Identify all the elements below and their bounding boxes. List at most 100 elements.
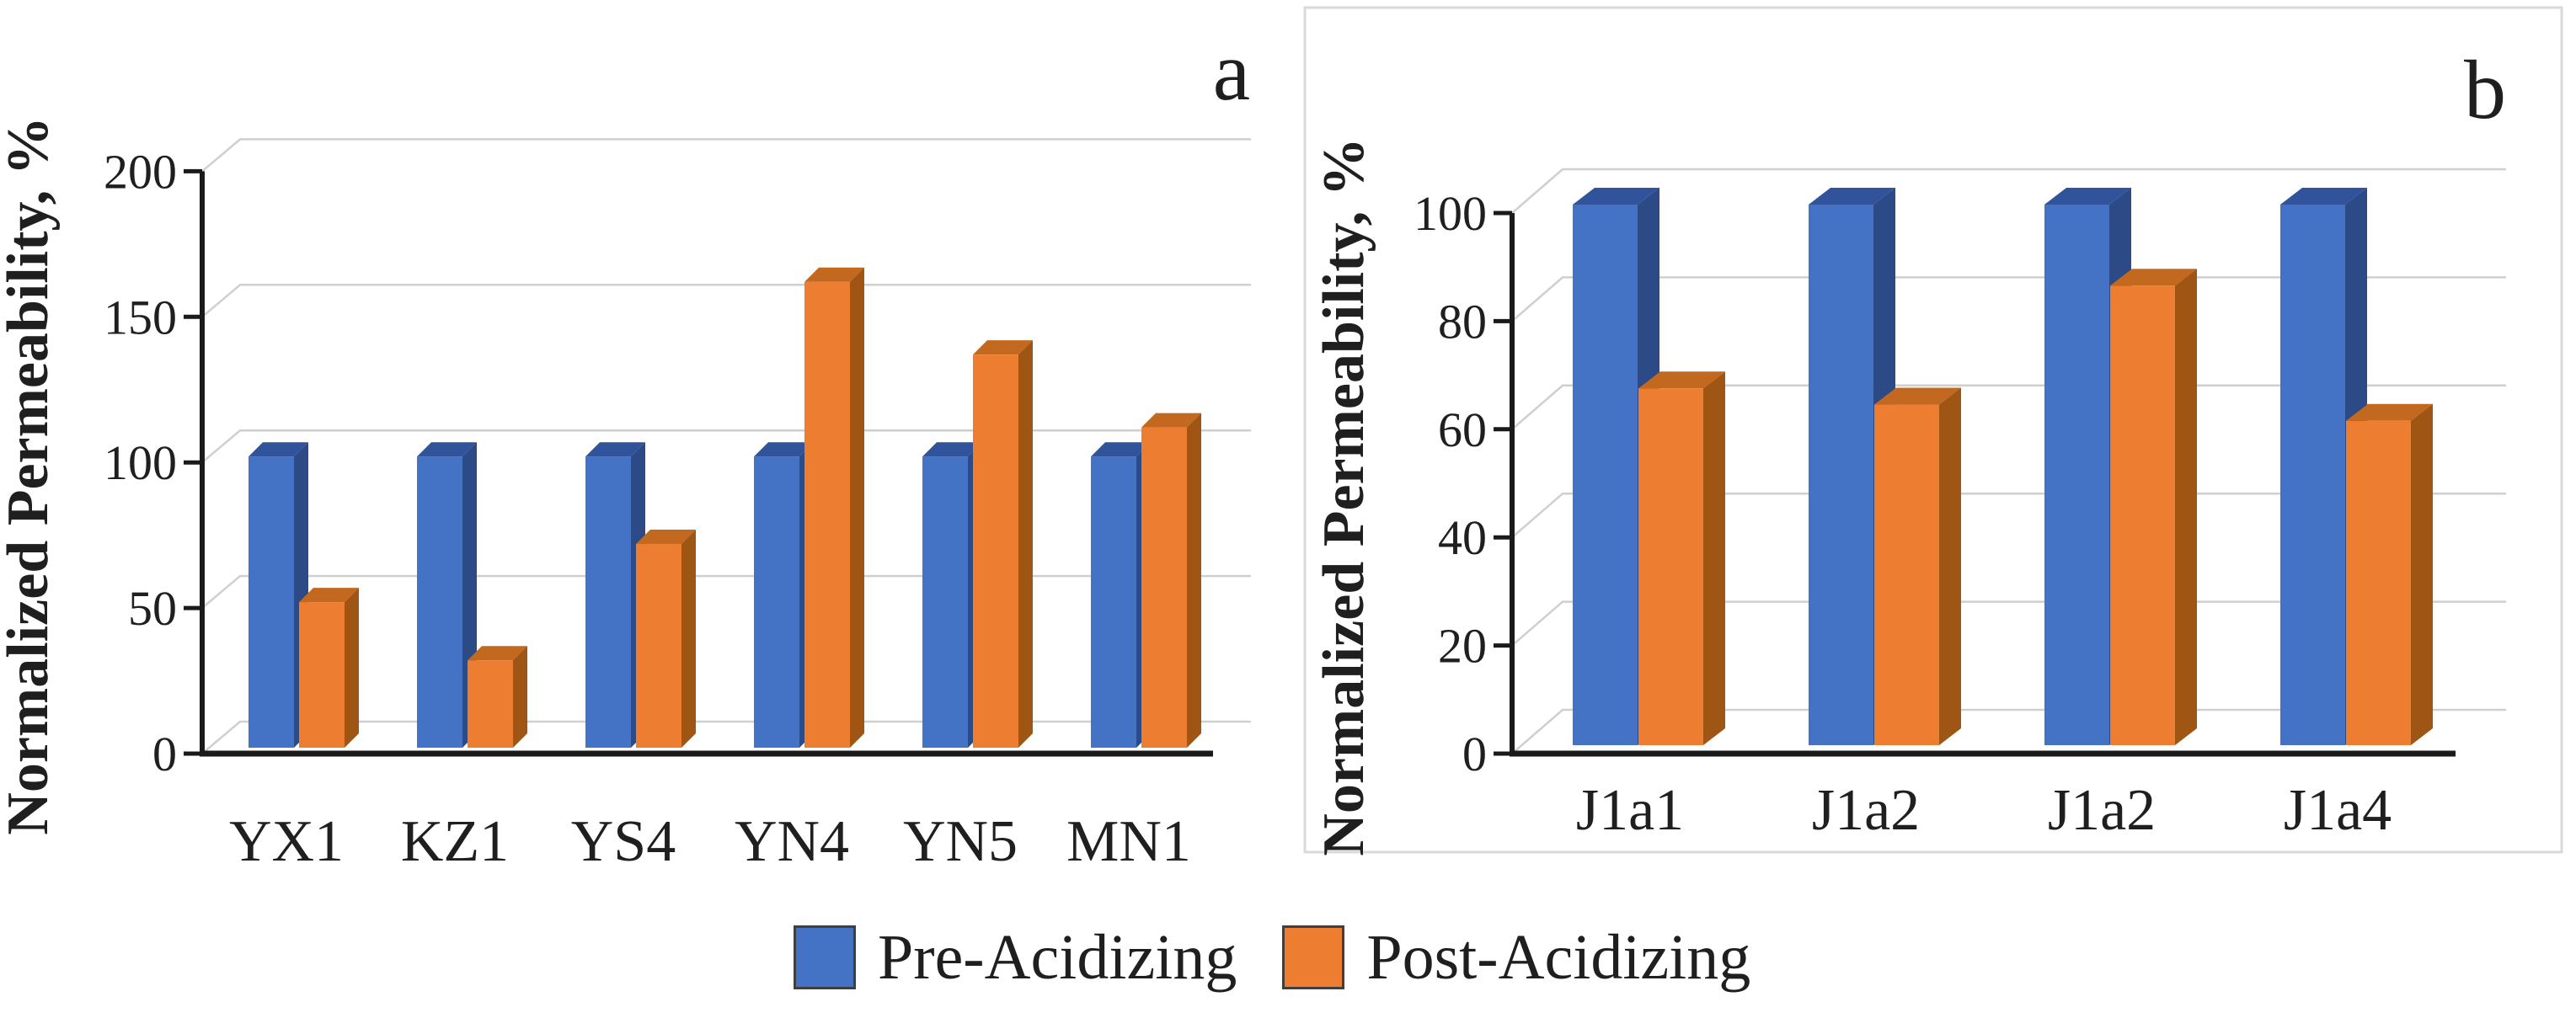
bar-front-face — [754, 456, 799, 748]
bar-top-face — [468, 646, 527, 661]
bar-top-face — [2280, 188, 2367, 205]
bar-side-face — [1939, 387, 1961, 745]
panel-b-gridline-100 — [1511, 168, 2506, 214]
panel-a-letter: a — [1213, 24, 1250, 118]
panel-a-bar-YN5-pre — [922, 442, 982, 748]
panel-a-category-label-KZ1: KZ1 — [401, 809, 509, 874]
bar-front-face — [299, 602, 345, 748]
bar-front-face — [249, 456, 294, 748]
panel-b-bar-J1a2-post — [2110, 269, 2197, 745]
panel-a-bar-KZ1-post — [468, 646, 527, 748]
bar-top-face — [754, 442, 814, 457]
panel-b-bar-J1a1-post — [1638, 371, 1725, 745]
bar-top-face — [1638, 371, 1725, 389]
legend-label-pre-acidizing: Pre-Acidizing — [878, 922, 1237, 993]
bar-top-face — [1141, 413, 1201, 428]
bar-top-face — [585, 442, 645, 457]
panel-a-bar-YS4-pre — [585, 442, 645, 748]
bar-top-face — [2110, 269, 2197, 286]
panel-a-gridline-50 — [201, 574, 1251, 610]
bar-front-face — [1091, 456, 1136, 748]
panel-b-bar-J1a2-pre — [1809, 188, 1895, 745]
bar-side-face — [2175, 269, 2197, 745]
bar-front-face — [2346, 420, 2411, 745]
panel-a-bar-YN4-post — [804, 267, 864, 749]
panel-a-category-label-YN4: YN4 — [735, 809, 849, 874]
panel-a-category-label-YN5: YN5 — [903, 809, 1018, 874]
panel-a-gridline-150 — [201, 284, 1251, 318]
panel-a-gridline-100 — [201, 429, 1251, 464]
bar-front-face — [2044, 205, 2109, 745]
bar-front-face — [636, 543, 681, 748]
legend-item-post-acidizing: Post-Acidizing — [1282, 925, 1750, 990]
panel-b-y-axis-title: Normalized Permeability, % — [1312, 137, 1376, 855]
panel-b-y-tick-label-20: 20 — [1438, 619, 1487, 674]
legend-label-post-acidizing: Post-Acidizing — [1366, 922, 1751, 993]
panel-b-category-label-J1a2: J1a2 — [2048, 778, 2156, 843]
panel-a-y-tick-label-0: 0 — [152, 727, 177, 781]
panel-b-y-tick-label-40: 40 — [1438, 510, 1487, 565]
panel-b-y-tick-label-100: 100 — [1414, 186, 1487, 241]
panel-b-y-tick-label-80: 80 — [1438, 294, 1487, 349]
bar-front-face — [1141, 427, 1187, 748]
bar-front-face — [468, 660, 513, 748]
bar-side-face — [681, 529, 696, 748]
panel-a-bar-MN1-post — [1141, 413, 1201, 748]
bar-side-face — [1703, 371, 1725, 745]
bar-top-face — [299, 588, 359, 603]
bar-side-face — [513, 646, 527, 748]
bar-side-face — [1018, 340, 1033, 748]
bar-side-face — [1187, 413, 1201, 748]
bar-front-face — [1809, 205, 1873, 745]
panel-a-gridline-0 — [201, 720, 1251, 754]
panel-a-y-tick-label-50: 50 — [128, 581, 177, 636]
bar-side-face — [345, 588, 359, 748]
legend-swatch-post-acidizing — [1282, 925, 1345, 989]
bar-front-face — [417, 456, 462, 748]
bar-top-face — [2044, 188, 2131, 205]
panel-a-category-label-YS4: YS4 — [571, 809, 676, 874]
bar-side-face — [850, 267, 864, 749]
bar-top-face — [636, 529, 696, 544]
panel-b-bar-J1a2-post — [1874, 387, 1961, 745]
panel-b-category-label-J1a1: J1a1 — [1576, 778, 1684, 843]
bar-top-face — [417, 442, 477, 457]
bar-top-face — [1874, 387, 1961, 405]
bar-front-face — [804, 281, 850, 749]
panel-b-letter: b — [2464, 43, 2506, 136]
legend-item-pre-acidizing: Pre-Acidizing — [794, 925, 1237, 990]
panel-b-y-tick-label-0: 0 — [1462, 727, 1487, 781]
panel-a-category-label-YX1: YX1 — [229, 809, 344, 874]
panel-a-gridline-200 — [201, 138, 1251, 173]
panel-a-bar-YX1-post — [299, 588, 359, 748]
bar-front-face — [1638, 388, 1703, 745]
bar-front-face — [1874, 404, 1939, 745]
bar-front-face — [973, 354, 1018, 748]
bar-top-face — [1573, 188, 1659, 205]
bar-top-face — [249, 442, 308, 457]
bar-top-face — [973, 340, 1033, 355]
legend-swatch-pre-acidizing — [794, 925, 856, 989]
panel-a-y-tick-label-150: 150 — [104, 290, 177, 344]
panel-a-bar-YN5-post — [973, 340, 1033, 748]
panel-a-y-tick-label-200: 200 — [104, 144, 177, 199]
bar-top-face — [1091, 442, 1151, 457]
panel-a-bar-KZ1-pre — [417, 442, 477, 748]
bar-side-face — [2411, 403, 2433, 745]
bar-front-face — [2280, 205, 2345, 745]
bar-top-face — [804, 267, 864, 282]
panel-b-border — [1303, 6, 2563, 854]
panel-a-y-tick-label-100: 100 — [104, 435, 177, 490]
bar-front-face — [922, 456, 968, 748]
panel-a-category-label-MN1: MN1 — [1066, 809, 1191, 874]
panel-b-category-label-J1a2: J1a2 — [1812, 778, 1920, 843]
panel-a-y-axis-title: Normalized Permeability, % — [0, 116, 61, 834]
bar-front-face — [1573, 205, 1638, 745]
bar-front-face — [2110, 285, 2175, 745]
panel-b-category-label-J1a4: J1a4 — [2284, 778, 2392, 843]
bar-top-face — [2346, 403, 2433, 421]
bar-front-face — [585, 456, 631, 748]
panel-a-bar-YS4-post — [636, 529, 696, 748]
